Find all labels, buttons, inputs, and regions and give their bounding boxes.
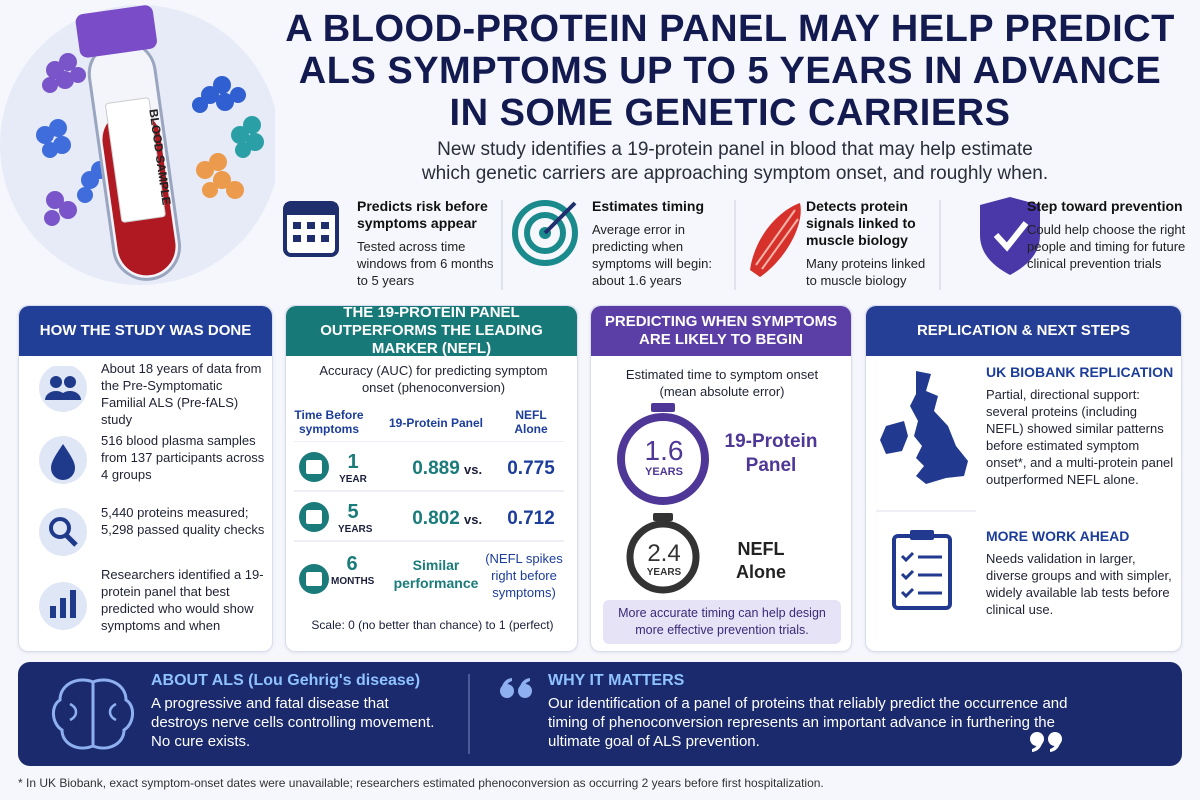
time-number: 1	[347, 451, 359, 473]
nefl-auc: 0.775	[507, 458, 555, 479]
muscle-icon	[750, 203, 801, 277]
timing-value: 2.4 YEARS	[633, 540, 695, 579]
about-body: A progressive and fatal disease that des…	[151, 695, 435, 750]
why-body: Our identification of a panel of protein…	[548, 695, 1068, 750]
feature-icons	[283, 197, 1040, 290]
table-row: 6 MONTHS	[331, 553, 375, 587]
panel-auc: 0.889	[412, 458, 460, 479]
timing-label: 19-Protein Panel	[724, 431, 818, 476]
feature-body: Average error in predicting when symptom…	[592, 222, 712, 288]
about-als: ABOUT ALS (Lou Gehrig's disease) A progre…	[151, 672, 441, 751]
table-lines	[294, 441, 564, 594]
footnote: * In UK Biobank, exact symptom-onset dat…	[18, 776, 824, 790]
feature-body: Tested across time windows from 6 months…	[357, 239, 494, 288]
feature-title: Predicts risk before symptoms appear	[357, 198, 488, 231]
subtitle: New study identifies a 19-protein panel …	[290, 138, 1180, 186]
versus: vs.	[464, 462, 483, 477]
section-body: Partial, directional support: several pr…	[986, 387, 1174, 487]
panel-auc: Similar performance	[393, 557, 479, 591]
scale-note: Scale: 0 (no better than chance) to 1 (p…	[311, 618, 554, 632]
time-unit: MONTHS	[331, 576, 375, 587]
feature-title: Estimates timing	[592, 198, 705, 214]
accuracy-panel: THE 19-PROTEIN PANEL OUTPERFORMS THE LEA…	[285, 304, 578, 652]
nefl-auc: (NEFL spikes right before symptoms)	[485, 551, 563, 600]
divider	[468, 674, 470, 754]
calendar-icon	[283, 201, 339, 257]
value: 2.4	[647, 540, 681, 567]
subtitle-line: which genetic carriers are approaching s…	[421, 163, 1049, 184]
table-row: 5 YEARS	[338, 501, 373, 535]
stopwatch-icons	[617, 403, 709, 594]
feature: Estimates timing Average error in predict…	[592, 198, 727, 289]
feature: Predicts risk before symptoms appear Test…	[357, 198, 497, 289]
panel-header: HOW THE STUDY WAS DONE	[19, 306, 272, 356]
table-row: 1 YEAR	[338, 451, 368, 485]
time-number: 6	[346, 553, 358, 575]
panel-auc: 0.802	[412, 508, 460, 529]
title: A BLOOD-PROTEIN PANEL MAY HELP PREDICT A…	[270, 8, 1190, 134]
feature-title: Step toward prevention	[1027, 198, 1183, 214]
study-item: Researchers identified a 19-protein pane…	[101, 567, 264, 633]
accuracy-intro: Accuracy (AUC) for predicting symptom on…	[319, 363, 548, 395]
close-quote	[1030, 732, 1062, 752]
time-unit: YEAR	[339, 474, 367, 485]
value: 1.6	[644, 435, 684, 466]
nefl-auc: 0.712	[507, 508, 555, 529]
bottom-banner: ABOUT ALS (Lou Gehrig's disease) A progre…	[18, 662, 1182, 766]
panel-header: THE 19-PROTEIN PANEL OUTPERFORMS THE LEA…	[286, 304, 577, 357]
replication-icons	[876, 371, 976, 610]
study-item: 516 blood plasma samples from 137 partic…	[101, 433, 265, 482]
column-header: NEFL Alone	[514, 408, 548, 436]
section-title: UK BIOBANK REPLICATION	[986, 364, 1174, 380]
why-title: WHY IT MATTERS	[548, 672, 685, 689]
unit: YEARS	[645, 466, 683, 478]
column-header: 19-Protein Panel	[388, 416, 484, 430]
replication-section: UK BIOBANK REPLICATION Partial, direction…	[986, 364, 1176, 488]
study-item: 5,440 proteins measured; 5,298 passed qu…	[101, 505, 265, 537]
subtitle-line: New study identifies a 19-protein panel …	[437, 139, 1033, 160]
time-number: 5	[347, 501, 359, 523]
panel-header: REPLICATION & NEXT STEPS	[866, 306, 1181, 356]
brain-icon	[52, 678, 134, 750]
blood-tube-illustration	[0, 5, 275, 285]
column-header: Time Before symptoms	[294, 408, 364, 436]
title-line: ALS SYMPTOMS UP TO 5 YEARS IN ADVANCE	[298, 50, 1162, 92]
replication-section: MORE WORK AHEAD Needs validation in large…	[986, 528, 1176, 618]
timing-value: 1.6 YEARS	[631, 435, 697, 479]
timing-panel: PREDICTING WHEN SYMPTOMS ARE LIKELY TO B…	[590, 305, 852, 652]
open-quote	[500, 678, 532, 698]
section-body: Needs validation in larger, diverse grou…	[986, 551, 1172, 617]
about-title: ABOUT ALS (Lou Gehrig's disease)	[151, 672, 421, 689]
feature-body: Many proteins linked to muscle biology	[806, 256, 926, 288]
study-panel: HOW THE STUDY WAS DONE About 18 years of…	[18, 305, 273, 652]
target-icon	[512, 200, 578, 266]
section-title: MORE WORK AHEAD	[986, 528, 1130, 544]
panel-header: PREDICTING WHEN SYMPTOMS ARE LIKELY TO B…	[591, 306, 851, 356]
shield-icon	[980, 197, 1040, 275]
feature: Step toward prevention Could help choose …	[1027, 198, 1187, 272]
replication-panel: REPLICATION & NEXT STEPS UK BIOBANK REPL…	[865, 305, 1182, 652]
timing-label: NEFL Alone	[735, 539, 786, 582]
unit: YEARS	[646, 567, 682, 578]
why-it-matters: WHY IT MATTERS Our identification of a pa…	[548, 672, 1068, 751]
timing-note: More accurate timing can help design mor…	[603, 600, 841, 644]
feature: Detects protein signals linked to muscle…	[806, 198, 936, 289]
study-item: About 18 years of data from the Pre-Symp…	[101, 361, 262, 427]
study-icons	[39, 366, 87, 630]
title-line: IN SOME GENETIC CARRIERS	[449, 92, 1011, 134]
time-unit: YEARS	[338, 524, 373, 535]
timing-intro: Estimated time to symptom onset (mean ab…	[625, 367, 819, 399]
feature-body: Could help choose the right people and t…	[1027, 222, 1186, 271]
title-line: A BLOOD-PROTEIN PANEL MAY HELP PREDICT	[285, 8, 1175, 50]
versus: vs.	[464, 512, 483, 527]
feature-title: Detects protein signals linked to muscle…	[806, 198, 916, 248]
